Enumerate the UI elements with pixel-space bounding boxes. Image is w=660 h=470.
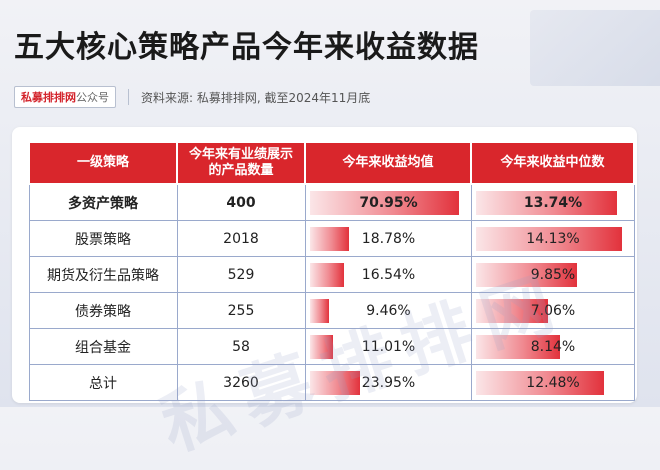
mean-bar <box>309 226 350 251</box>
mean-cell: 23.95% <box>304 364 472 401</box>
page-title: 五大核心策略产品今年来收益数据 <box>14 30 479 65</box>
cell-count: 2018 <box>176 220 306 257</box>
median-cell: 9.85% <box>470 256 635 293</box>
mean-label: 18.78% <box>361 230 416 247</box>
table-card: 一级策略 今年来有业绩展示 的产品数量 今年来收益均值 今年来收益中位数 多资产… <box>12 127 637 467</box>
median-cell: 8.14% <box>470 328 635 365</box>
wechat-badge: 私募排排网 公众号 <box>14 86 116 108</box>
median-cell: 14.13% <box>470 220 635 257</box>
mean-cell: 18.78% <box>304 220 472 257</box>
table-row: 债券策略 255 9.46% 7.06% <box>28 292 635 329</box>
median-bar <box>475 226 622 251</box>
median-cell: 12.48% <box>470 364 635 401</box>
cell-strategy: 总计 <box>28 364 178 401</box>
median-label: 14.13% <box>526 230 580 247</box>
median-cell: 13.74% <box>470 183 635 221</box>
cell-count: 58 <box>176 328 306 365</box>
median-label: 9.85% <box>530 266 576 283</box>
mean-label: 11.01% <box>361 338 416 355</box>
median-bar <box>475 370 605 395</box>
cell-count: 255 <box>176 292 306 329</box>
cell-strategy: 债券策略 <box>28 292 178 329</box>
mean-cell: 16.54% <box>304 256 472 293</box>
mean-bar <box>309 334 333 359</box>
mean-cell: 9.46% <box>304 292 472 329</box>
cell-count: 529 <box>176 256 306 293</box>
mean-bar <box>309 298 330 323</box>
cell-count: 400 <box>176 183 306 221</box>
mean-cell: 11.01% <box>304 328 472 365</box>
cell-count: 3260 <box>176 364 306 401</box>
median-bar <box>475 262 578 287</box>
header-mean: 今年来收益均值 <box>304 141 472 185</box>
cell-strategy: 组合基金 <box>28 328 178 365</box>
header-median: 今年来收益中位数 <box>470 141 635 185</box>
header-count: 今年来有业绩展示 的产品数量 <box>176 141 306 185</box>
median-label: 8.14% <box>530 338 576 355</box>
table-row: 多资产策略 400 70.95% 13.74% <box>28 183 635 221</box>
table-row: 组合基金 58 11.01% 8.14% <box>28 328 635 365</box>
mean-label: 23.95% <box>361 374 416 391</box>
mean-bar <box>309 262 345 287</box>
header-strategy: 一级策略 <box>28 141 178 185</box>
table-row: 股票策略 2018 18.78% 14.13% <box>28 220 635 257</box>
source-row: 私募排排网 公众号 资料来源: 私募排排网, 截至2024年11月底 <box>14 86 370 108</box>
mean-bar <box>309 370 360 395</box>
median-bar <box>475 298 549 323</box>
mean-bar <box>309 190 459 215</box>
badge-brand: 私募排排网 <box>21 91 76 104</box>
median-bar <box>475 334 560 359</box>
mean-cell: 70.95% <box>304 183 472 221</box>
source-note: 资料来源: 私募排排网, 截至2024年11月底 <box>141 90 371 105</box>
median-cell: 7.06% <box>470 292 635 329</box>
mean-label: 16.54% <box>361 266 416 283</box>
median-bar <box>475 190 618 215</box>
table-row: 期货及衍生品策略 529 16.54% 9.85% <box>28 256 635 293</box>
median-label: 7.06% <box>530 302 576 319</box>
decorative-panel <box>530 10 660 86</box>
cell-strategy: 多资产策略 <box>28 183 178 221</box>
mean-label: 70.95% <box>359 194 418 211</box>
median-label: 12.48% <box>526 374 580 391</box>
cell-strategy: 期货及衍生品策略 <box>28 256 178 293</box>
divider <box>128 89 129 105</box>
mean-label: 9.46% <box>366 302 411 319</box>
table-row: 总计 3260 23.95% 12.48% <box>28 364 635 401</box>
badge-suffix: 公众号 <box>76 91 109 104</box>
returns-table: 一级策略 今年来有业绩展示 的产品数量 今年来收益均值 今年来收益中位数 多资产… <box>28 141 635 401</box>
table-header-row: 一级策略 今年来有业绩展示 的产品数量 今年来收益均值 今年来收益中位数 <box>28 141 635 185</box>
median-label: 13.74% <box>523 194 583 211</box>
cell-strategy: 股票策略 <box>28 220 178 257</box>
